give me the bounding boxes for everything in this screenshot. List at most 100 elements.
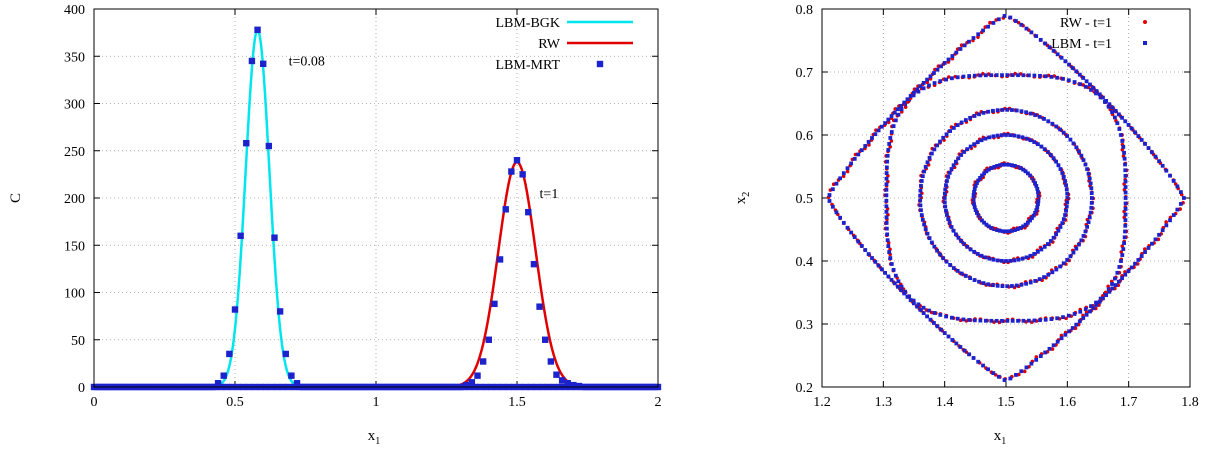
data-point-lbm [1050, 121, 1055, 126]
data-point-lbm [972, 278, 977, 282]
data-point-lbm [967, 39, 971, 44]
data-point-lbm [967, 318, 972, 322]
data-point-lbm-mrt [276, 308, 284, 315]
data-point-lbm [883, 121, 888, 125]
data-point-lbm [1024, 281, 1029, 286]
data-point-rw [1178, 207, 1182, 211]
data-point-lbm [1129, 126, 1134, 131]
data-point-lbm [991, 283, 995, 288]
data-point-lbm [866, 140, 871, 144]
data-point-lbm [1033, 181, 1037, 186]
data-point-lbm [889, 114, 894, 118]
data-point-lbm [951, 228, 956, 233]
data-point-lbm [923, 164, 928, 169]
data-point-lbm-mrt [288, 372, 295, 379]
c2-y-tick-label: 0.5 [796, 192, 814, 207]
data-point-lbm [873, 259, 878, 264]
data-point-lbm [971, 196, 976, 200]
data-point-lbm [1021, 73, 1026, 78]
data-point-lbm [950, 315, 954, 320]
data-point-lbm [1117, 127, 1122, 131]
data-point-lbm [1023, 169, 1028, 174]
data-point-lbm [1056, 163, 1061, 168]
data-point-lbm [922, 169, 927, 174]
data-point-lbm [1018, 166, 1023, 171]
data-point-lbm [1097, 299, 1102, 304]
data-point-lbm [916, 302, 921, 307]
data-point-lbm [1054, 232, 1059, 237]
data-point-lbm [919, 179, 924, 183]
data-point-lbm [925, 77, 929, 82]
data-point-lbm [981, 281, 986, 286]
data-point-lbm [1123, 168, 1128, 173]
data-point-lbm [994, 73, 999, 78]
data-point-lbm [849, 230, 854, 235]
data-point-lbm [1136, 258, 1141, 262]
data-point-lbm [1113, 276, 1117, 281]
data-point-lbm [1054, 159, 1059, 164]
data-point-lbm [1072, 80, 1077, 84]
data-point-lbm [1032, 73, 1037, 78]
data-point-lbm [1077, 319, 1082, 324]
data-point-lbm [918, 188, 923, 193]
data-point-lbm [1037, 114, 1042, 119]
data-point-lbm [945, 213, 949, 217]
data-point-lbm [1143, 250, 1147, 254]
data-point-lbm [983, 318, 988, 323]
chart1-x-axis-label-subscript: 1 [375, 436, 380, 447]
data-point-lbm [950, 76, 954, 81]
data-point-lbm [1016, 134, 1021, 139]
data-point-lbm [884, 226, 889, 231]
data-point-lbm [1089, 304, 1093, 309]
data-point-rw [1119, 250, 1124, 254]
legend-label-lbm-bgk: LBM-BGK [495, 16, 560, 31]
data-point-lbm-mrt [474, 372, 481, 379]
data-point-lbm [916, 89, 921, 94]
data-point-lbm [1064, 187, 1069, 192]
data-point-lbm [1042, 275, 1046, 279]
data-point-rw [1120, 244, 1125, 248]
data-point-lbm [1015, 227, 1020, 232]
data-point-lbm [1019, 369, 1024, 374]
data-point-lbm [938, 79, 943, 84]
data-point-lbm [1074, 246, 1079, 251]
data-point-lbm [927, 155, 932, 160]
data-point-lbm [879, 124, 884, 129]
data-point-lbm [944, 314, 948, 319]
data-point-lbm [1143, 142, 1147, 146]
data-point-lbm [1120, 115, 1124, 120]
data-point-lbm [928, 317, 933, 322]
data-point-lbm [944, 132, 949, 137]
data-point-lbm [955, 75, 960, 80]
data-point-lbm [887, 142, 892, 146]
data-point-rw [1164, 220, 1168, 224]
data-point-lbm [1084, 312, 1089, 317]
data-point-lbm [1005, 107, 1010, 112]
contour-chart: 1.2 1.3 1.4 1.5 1.6 1.7 1.8 0.2 0.3 0.4 0.5 0.6 0.7 0… [733, 3, 1199, 447]
data-point-lbm-mrt [491, 300, 498, 308]
data-point-lbm [1002, 14, 1007, 18]
data-point-lbm [1087, 176, 1092, 181]
data-point-lbm [1012, 163, 1017, 168]
data-point-lbm [1115, 270, 1120, 275]
legend-label-lbm-mrt: LBM-MRT [496, 58, 561, 73]
data-point-lbm [1064, 204, 1069, 209]
data-point-lbm [972, 249, 977, 254]
data-point-lbm [941, 256, 946, 261]
data-point-lbm [884, 193, 889, 198]
data-point-lbm-mrt [254, 26, 261, 33]
data-point-lbm [1077, 72, 1082, 77]
data-point-lbm [1054, 124, 1059, 129]
data-point-lbm [1106, 287, 1111, 292]
data-point-lbm [979, 138, 984, 143]
data-point-lbm [1175, 207, 1180, 212]
data-point-lbm [995, 228, 1000, 233]
data-point-lbm [1071, 141, 1076, 146]
data-point-lbm [1129, 265, 1134, 270]
c1-x-tick-label: 1.5 [508, 395, 526, 410]
chart2-y-axis-label-subscript: 2 [741, 192, 752, 197]
chart1-plot-frame [93, 8, 659, 388]
data-point-lbm-mrt [564, 380, 571, 387]
data-point-lbm [1031, 178, 1036, 183]
data-point-lbm [845, 225, 850, 230]
